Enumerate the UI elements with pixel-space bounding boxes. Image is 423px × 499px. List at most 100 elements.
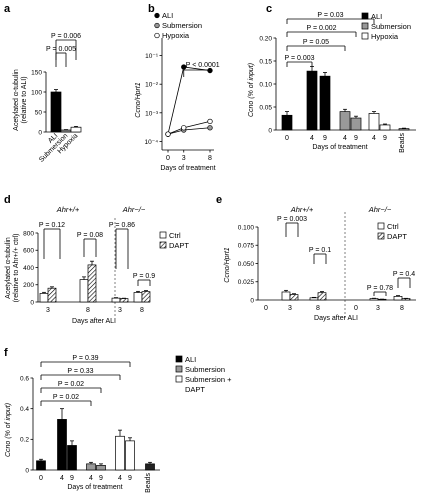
c-legend-swatch xyxy=(361,12,369,20)
f-bar-3 xyxy=(86,463,96,471)
b-legend-label: ALI xyxy=(162,11,173,20)
f-x-tick-label: 0 xyxy=(39,475,43,482)
c-x-tick-label: 9 xyxy=(323,135,327,142)
c-pval-1-label: P = 0.002 xyxy=(306,25,336,32)
e-group-label-pos: Ahr+/+ xyxy=(290,205,314,214)
a-ylabel: Acetylated α-tubulin xyxy=(13,69,20,131)
panel-label-b: b xyxy=(148,3,155,15)
d-bar-dapt-3 xyxy=(141,291,151,303)
d-bar-ctrl-3 xyxy=(133,292,143,303)
e-y-tick-label: 0.100 xyxy=(238,224,255,231)
d-group-label-pos: Ahr+/+ xyxy=(56,205,80,214)
c-bar-7 xyxy=(398,128,410,131)
d-ylabel-2: (relative to Ahr+/+ ctrl) xyxy=(13,234,20,303)
c-x-tick-label: 4 xyxy=(372,135,376,142)
c-xlabel: Days of treatment xyxy=(312,144,367,151)
f-xlabel: Days of treatment xyxy=(67,484,122,491)
c-beads-label: Beads xyxy=(399,133,406,153)
f-beads-label: Beads xyxy=(145,473,152,493)
e-bar-ctrl-1 xyxy=(281,291,291,301)
d-x-tick-label: 8 xyxy=(140,307,144,314)
f-pval-3-label: P = 0.02 xyxy=(53,394,79,401)
d-legend-ctrl: Ctrl xyxy=(169,231,181,240)
d-group-label-neg: Ahr−/− xyxy=(122,205,146,214)
e-pval-0-label: P = 0.003 xyxy=(277,216,307,223)
f-x-tick-label: 4 xyxy=(118,475,122,482)
d-ylabel: Acetylated α-tubulin xyxy=(5,237,12,299)
a-bar-1 xyxy=(60,129,72,133)
a-y-tick-label: 100 xyxy=(31,89,42,96)
b-point xyxy=(207,125,213,131)
d-bar-dapt-2 xyxy=(119,298,129,303)
c-bar-3 xyxy=(339,111,351,131)
d-legend-dapt: DAPT xyxy=(169,241,189,250)
c-ylabel: Ccno (% of input) xyxy=(248,63,255,117)
c-y-tick-label: 0.15 xyxy=(259,58,272,65)
f-x-tick-label: 9 xyxy=(70,475,74,482)
b-legend-label: Submersion xyxy=(162,21,202,30)
d-y-tick-label: 0 xyxy=(30,299,34,306)
d-y-tick-label: 600 xyxy=(23,248,34,255)
c-bar-4 xyxy=(350,117,362,131)
a-y-tick-label: 50 xyxy=(35,109,43,116)
d-pval-1-label: P = 0.08 xyxy=(77,232,103,239)
a-pval-0-label: P = 0.006 xyxy=(51,33,81,40)
c-bar-2 xyxy=(319,75,331,131)
f-bar-4 xyxy=(96,465,106,471)
c-bar-1 xyxy=(306,70,318,131)
a-pval-1-label: P = 0.005 xyxy=(46,46,76,53)
e-x-tick-label: 0 xyxy=(354,305,358,312)
d-y-tick-label: 800 xyxy=(23,230,34,237)
f-legend-swatch xyxy=(175,365,183,373)
f-x-tick-label: 4 xyxy=(60,475,64,482)
c-y-tick-label: 0 xyxy=(268,127,272,134)
c-legend-swatch xyxy=(361,32,369,40)
a-y-tick-label: 150 xyxy=(31,69,42,76)
e-xlabel: Days after ALI xyxy=(314,315,358,322)
e-legend-dapt: DAPT xyxy=(387,232,407,241)
f-x-tick-label: 4 xyxy=(89,475,93,482)
e-pval-3-label: P = 0.4 xyxy=(393,271,415,278)
f-pval-1-label: P = 0.33 xyxy=(67,368,93,375)
e-y-tick-label: 0 xyxy=(250,297,254,304)
b-y-tick-label: 10⁻⁴ xyxy=(145,139,159,146)
panel-label-d: d xyxy=(4,194,11,206)
b-ylabel: Ccno/Hprt1 xyxy=(135,82,142,118)
b-point xyxy=(181,64,187,70)
e-bar-ctrl-4 xyxy=(369,298,379,301)
c-y-tick-label: 0.10 xyxy=(259,81,272,88)
e-bar-dapt-1 xyxy=(289,294,299,301)
b-xlabel: Days of treatment xyxy=(160,165,215,172)
d-xlabel: Days after ALI xyxy=(72,318,116,325)
d-legend-dapt-swatch xyxy=(159,241,167,249)
c-y-tick-label: 0.20 xyxy=(259,35,272,42)
e-x-tick-label: 0 xyxy=(264,305,268,312)
b-series-line-0 xyxy=(167,66,211,135)
d-bar-ctrl-1 xyxy=(79,279,89,303)
d-bar-ctrl-0 xyxy=(39,293,49,303)
c-x-tick-label: 0 xyxy=(285,135,289,142)
c-bar-5 xyxy=(368,113,380,131)
b-x-tick-label: 0 xyxy=(166,155,170,162)
d-pval-0-label: P = 0.12 xyxy=(39,222,65,229)
d-bar-dapt-1 xyxy=(87,264,97,303)
b-legend-label: Hypoxia xyxy=(162,31,190,40)
e-x-tick-label: 3 xyxy=(288,305,292,312)
b-y-tick-label: 10⁻¹ xyxy=(145,53,159,60)
b-point xyxy=(181,125,187,131)
c-legend-label: Submersion xyxy=(371,22,411,31)
panel-label-e: e xyxy=(216,194,222,206)
c-x-tick-label: 4 xyxy=(310,135,314,142)
f-legend-label: Submersion + xyxy=(185,375,232,384)
a-bar-2 xyxy=(70,126,82,133)
b-y-tick-label: 10⁻³ xyxy=(145,110,159,117)
f-pval-0-label: P = 0.39 xyxy=(72,355,98,362)
d-x-tick-label: 3 xyxy=(46,307,50,314)
f-bar-2 xyxy=(67,445,77,471)
a-bar-0 xyxy=(50,91,62,133)
f-bar-6 xyxy=(125,440,135,471)
c-pval-3-label: P = 0.003 xyxy=(284,55,314,62)
a-y-tick-label: 0 xyxy=(38,129,42,136)
e-legend-ctrl-swatch xyxy=(377,222,385,230)
